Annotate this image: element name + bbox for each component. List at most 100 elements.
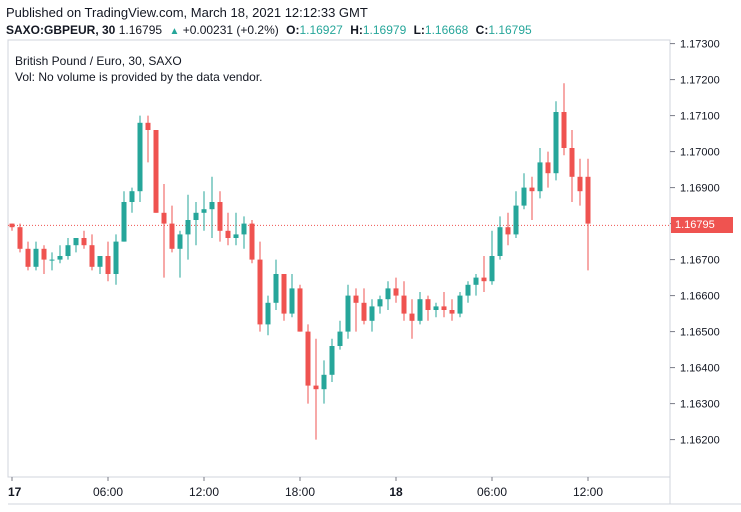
candle-body xyxy=(73,238,79,246)
candle-body xyxy=(505,227,511,235)
candle-body xyxy=(217,202,223,231)
candle-body xyxy=(161,212,167,224)
candle-body xyxy=(393,288,399,296)
candle-body xyxy=(225,230,231,238)
candle-body xyxy=(169,223,175,249)
open-key: O: xyxy=(286,23,300,37)
candle-body xyxy=(577,176,583,192)
candle-body xyxy=(265,302,271,325)
x-tick-label: 17 xyxy=(8,485,22,499)
candle-body xyxy=(433,306,439,310)
last-price-label: 1.16795 xyxy=(671,217,733,234)
candle-body xyxy=(465,284,471,296)
volume-note: Vol: No volume is provided by the data v… xyxy=(15,70,263,84)
candle-body xyxy=(145,122,151,130)
candle-body xyxy=(249,223,255,260)
low-key: L: xyxy=(413,23,425,37)
candle-body xyxy=(241,223,247,235)
x-tick-label: 18:00 xyxy=(285,485,315,499)
y-tick-label: 1.17200 xyxy=(680,75,720,87)
candle-body xyxy=(473,277,479,285)
candle-body xyxy=(129,191,135,202)
candle-body xyxy=(329,346,335,375)
candle-body xyxy=(113,241,119,274)
candle-body xyxy=(313,385,319,390)
plot-frame xyxy=(7,39,671,478)
candle-body xyxy=(153,130,159,213)
y-tick-label: 1.17300 xyxy=(680,39,720,51)
candle-body xyxy=(9,223,15,228)
candle-body xyxy=(537,162,543,192)
candle-body xyxy=(81,238,87,246)
candle-body xyxy=(297,288,303,332)
x-tick-label: 18 xyxy=(389,485,403,499)
candle-body xyxy=(209,202,215,210)
y-tick-label: 1.16500 xyxy=(680,327,720,339)
candle-body xyxy=(193,212,199,220)
candle-body xyxy=(201,209,207,213)
candle-body xyxy=(457,295,463,314)
published-caption: Published on TradingView.com, March 18, … xyxy=(6,5,368,20)
candle-body xyxy=(353,295,359,303)
candle-body xyxy=(233,234,239,238)
candle-body xyxy=(25,248,31,267)
candle-body xyxy=(257,259,263,325)
y-tick-label: 1.16400 xyxy=(680,363,720,375)
open-value: 1.16927 xyxy=(299,23,343,37)
candle-body xyxy=(321,374,327,390)
x-tick-label: 06:00 xyxy=(477,485,507,499)
price-change: +0.00231 (+0.2%) xyxy=(182,23,279,37)
candle-body xyxy=(273,274,279,303)
candle-body xyxy=(481,277,487,282)
candle-body xyxy=(185,220,191,235)
candle-body xyxy=(449,310,455,314)
candle-body xyxy=(441,306,447,310)
candle-body xyxy=(41,248,47,260)
close-value: 1.16795 xyxy=(488,23,532,37)
symbol-interval: SAXO:GBPEUR, 30 xyxy=(6,23,116,37)
high-value: 1.16979 xyxy=(362,23,407,37)
candle-body xyxy=(377,299,383,307)
y-tick-label: 1.16600 xyxy=(680,291,720,303)
candle-body xyxy=(569,148,575,177)
y-tick-label: 1.16300 xyxy=(680,399,720,411)
instrument-title: British Pound / Euro, 30, SAXO xyxy=(15,54,182,68)
candle-body xyxy=(337,331,343,346)
candle-body xyxy=(489,256,495,282)
x-tick-label: 06:00 xyxy=(93,485,123,499)
candle-body xyxy=(345,295,351,332)
candle-body xyxy=(417,299,423,321)
candle-body xyxy=(121,202,127,242)
candle-body xyxy=(497,227,503,256)
candle-body xyxy=(177,234,183,249)
ohlc-line: SAXO:GBPEUR, 30 1.16795 ▲ +0.00231 (+0.2… xyxy=(6,23,532,37)
y-tick-label: 1.17100 xyxy=(680,111,720,123)
candle-body xyxy=(289,288,295,314)
candle-body xyxy=(385,288,391,300)
close-key: C: xyxy=(475,23,489,37)
chart-legend: British Pound / Euro, 30, SAXO Vol: No v… xyxy=(15,53,262,85)
last-price: 1.16795 xyxy=(118,23,163,37)
candle-body xyxy=(17,227,23,249)
low-value: 1.16668 xyxy=(424,23,469,37)
candle-body xyxy=(105,256,111,274)
candle-body xyxy=(561,112,567,148)
candle-body xyxy=(89,245,95,267)
y-tick-label: 1.16900 xyxy=(680,183,720,195)
y-tick-label: 1.16200 xyxy=(680,435,720,447)
candle-body xyxy=(545,162,551,174)
candle-body xyxy=(305,331,311,386)
candle-body xyxy=(281,274,287,314)
candle-body xyxy=(513,205,519,235)
candle-body xyxy=(401,295,407,314)
x-tick-label: 12:00 xyxy=(189,485,219,499)
candle-body xyxy=(425,299,431,310)
candle-body xyxy=(409,313,415,321)
x-tick-label: 12:00 xyxy=(573,485,603,499)
candle-body xyxy=(33,248,39,267)
candle-body xyxy=(529,187,535,192)
candle-body xyxy=(49,259,55,261)
candle-body xyxy=(521,187,527,206)
candle-body xyxy=(137,122,143,192)
